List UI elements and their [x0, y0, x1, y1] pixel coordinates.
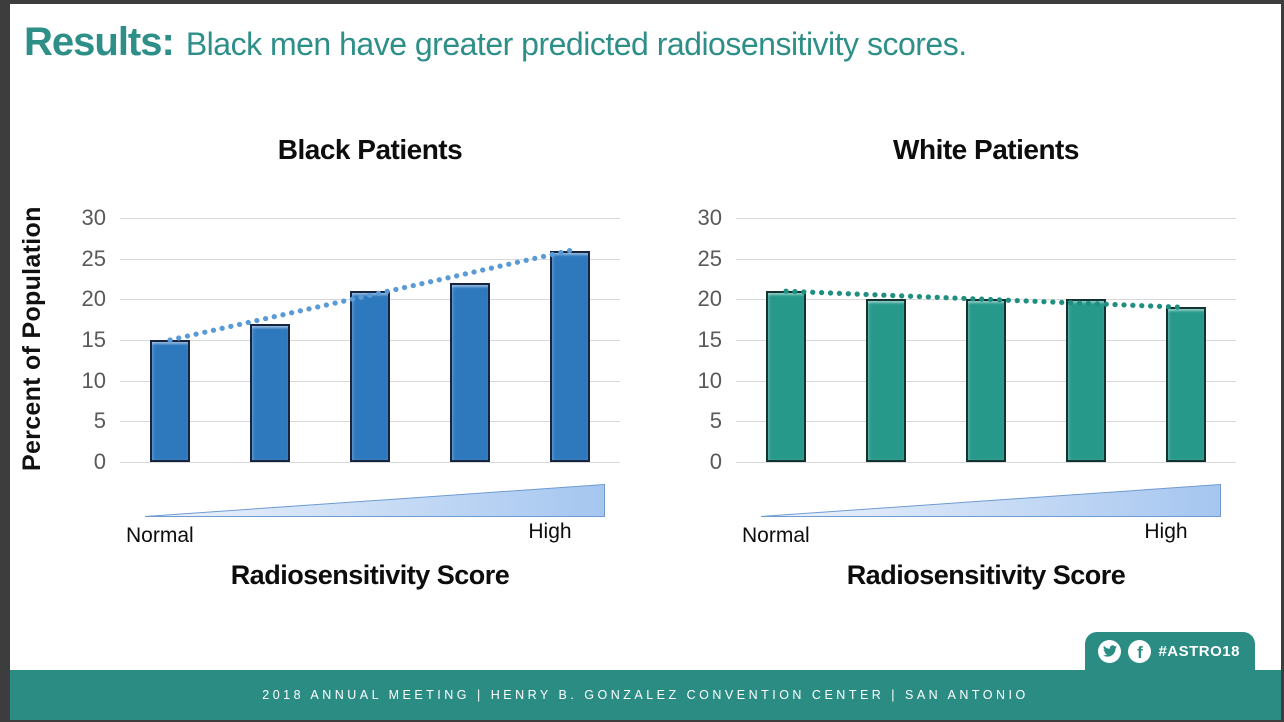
x-annotation-normal: Normal — [126, 524, 194, 547]
facebook-icon: f — [1128, 639, 1152, 663]
bar — [866, 299, 906, 462]
y-tick-label: 15 — [697, 327, 722, 352]
chart-white-patients: White Patients 0 5 10 15 20 25 30 Normal High … — [630, 132, 1255, 610]
bar — [250, 323, 290, 462]
y-axis-ticks: 0 5 10 15 20 25 30 — [14, 205, 106, 474]
plot-area — [120, 218, 620, 463]
gridline — [736, 218, 1236, 219]
gridline — [120, 258, 620, 260]
y-axis-ticks: 0 5 10 15 20 25 30 — [630, 205, 722, 474]
chart-title: White Patients — [893, 134, 1079, 165]
y-tick-label: 5 — [93, 408, 106, 434]
y-tick-label: 5 — [709, 408, 722, 434]
bar — [1066, 299, 1106, 462]
slide-title-text: Black men have greater predicted radiose… — [185, 26, 967, 62]
trendline — [167, 247, 573, 343]
x-axis-title: Radiosensitivity Score — [846, 560, 1126, 590]
y-tick-label: 25 — [697, 245, 722, 271]
bar — [350, 291, 390, 462]
plot-area — [736, 218, 1236, 463]
twitter-icon — [1098, 639, 1122, 663]
hashtag-label: #ASTRO18 — [1158, 642, 1240, 660]
bar — [1166, 307, 1206, 462]
y-tick-label: 20 — [697, 286, 722, 312]
bar — [550, 250, 590, 462]
social-badge: f #ASTRO18 — [1085, 632, 1255, 670]
slide-title: Results: Black men have greater predicted… — [24, 20, 967, 65]
gridline — [120, 218, 620, 219]
bar — [450, 283, 490, 462]
y-tick-label: 10 — [81, 367, 106, 393]
x-annotation-high: High — [1144, 520, 1188, 543]
y-tick-label: 0 — [709, 449, 722, 474]
gradient-wedge-icon — [145, 484, 605, 517]
footer-bar: 2018 ANNUAL MEETING | HENRY B. GONZALEZ … — [10, 670, 1281, 720]
y-tick-label: 15 — [81, 327, 106, 352]
y-tick-label: 30 — [81, 205, 106, 230]
gridline — [736, 258, 1236, 260]
y-tick-label: 30 — [697, 205, 722, 230]
x-axis-title: Radiosensitivity Score — [230, 560, 510, 590]
gradient-wedge-icon — [761, 484, 1221, 517]
gridline — [120, 462, 620, 463]
slide-title-prefix: Results: — [24, 20, 175, 64]
y-tick-label: 10 — [697, 367, 722, 393]
footer-text: 2018 ANNUAL MEETING | HENRY B. GONZALEZ … — [262, 688, 1029, 702]
trendline — [783, 288, 1189, 311]
y-tick-label: 25 — [81, 245, 106, 271]
y-tick-label: 0 — [93, 449, 106, 474]
y-tick-label: 20 — [81, 286, 106, 312]
chart-title: Black Patients — [277, 134, 463, 165]
x-annotation-normal: Normal — [742, 524, 810, 547]
bar — [966, 299, 1006, 462]
gridline — [736, 462, 1236, 463]
x-annotation-high: High — [528, 520, 572, 543]
